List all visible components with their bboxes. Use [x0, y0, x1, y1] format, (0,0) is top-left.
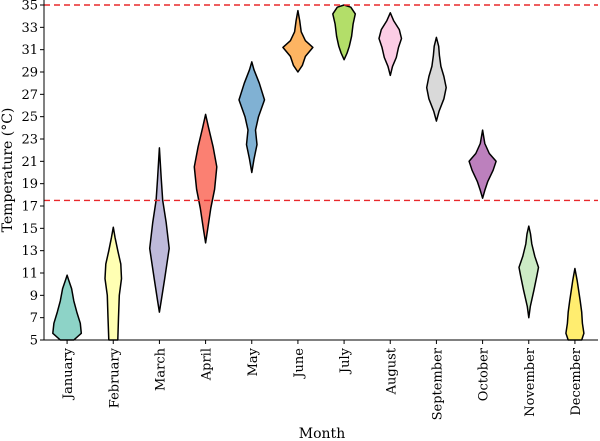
violin-august [378, 12, 403, 77]
y-tick-label: 33 [21, 21, 38, 36]
x-tick-label-november: November [523, 347, 538, 417]
x-tick-label-april: April [200, 348, 215, 381]
violin-june [282, 9, 314, 73]
axes [43, 0, 598, 341]
reference-lines [44, 4, 598, 202]
y-tick-label: 17 [21, 200, 38, 215]
y-tick-label: 23 [21, 133, 38, 148]
violin-april [193, 113, 218, 244]
violin-january [52, 274, 83, 341]
violin-december [565, 267, 585, 341]
y-tick-label: 35 [21, 0, 38, 14]
x-tick-label-may: May [246, 347, 261, 376]
y-tick-label: 13 [21, 244, 38, 259]
y-tick-label: 21 [21, 155, 38, 170]
x-tick-label-june: June [292, 348, 307, 380]
x-tick-label-january: January [61, 347, 76, 401]
y-tick-label: 29 [21, 66, 38, 81]
violin-may [238, 61, 266, 174]
x-axis-ticks: January February March April May June July Augu… [61, 340, 584, 420]
y-axis-ticks: 5 7 9 11 13 15 17 19 21 23 25 27 29 31 33 35 [21, 0, 44, 349]
x-tick-label-july: July [338, 347, 353, 375]
violin-february [104, 226, 123, 341]
y-tick-label: 15 [21, 222, 38, 237]
violin-november [518, 225, 540, 319]
y-tick-label: 25 [21, 110, 38, 125]
violins-layer [52, 4, 585, 341]
y-axis-title: Temperature (°C) [0, 108, 16, 233]
violin-october [468, 129, 497, 199]
y-tick-label: 19 [21, 177, 38, 192]
violin-march [148, 147, 170, 313]
x-axis-title: Month [299, 426, 345, 441]
y-tick-label: 9 [30, 289, 38, 304]
violin-july [332, 4, 357, 61]
y-tick-label: 5 [30, 334, 38, 349]
x-tick-label-october: October [477, 347, 492, 401]
y-tick-label: 31 [21, 43, 38, 58]
y-tick-label: 11 [21, 267, 38, 282]
x-tick-label-march: March [153, 347, 168, 391]
x-tick-label-september: September [430, 347, 445, 420]
x-tick-label-february: February [107, 347, 122, 408]
violin-september [425, 36, 447, 122]
y-tick-label: 27 [21, 88, 38, 103]
x-tick-label-december: December [569, 347, 584, 415]
y-tick-label: 7 [30, 311, 38, 326]
x-tick-label-august: August [384, 347, 399, 395]
